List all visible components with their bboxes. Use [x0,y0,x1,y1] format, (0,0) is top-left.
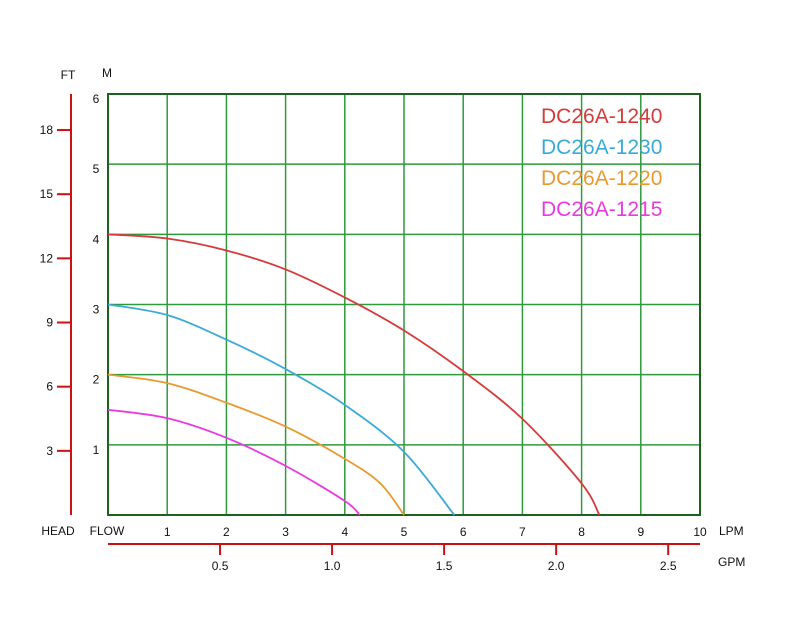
legend-entry: DC26A-1230 [541,136,662,159]
x-tick-label: 10 [693,525,707,539]
gpm-tick-label: 2.5 [660,559,677,573]
series-line-dc26a-1240 [107,233,601,516]
legend-entry: DC26A-1215 [541,198,662,221]
ft-tick-label: 9 [46,316,53,330]
x2-unit-label: GPM [718,555,745,569]
x-axis-title: FLOW [90,524,125,538]
x-unit-label: LPM [719,524,744,538]
x-tick-label: 7 [519,525,526,539]
x-tick-label: 1 [164,525,171,539]
gpm-tick-label: 2.0 [548,559,565,573]
ft-tick-label: 6 [46,380,53,394]
y-tick-label: 2 [93,373,100,387]
ft-tick-label: 15 [40,187,54,201]
y-tick-label: 6 [93,92,100,106]
legend-entry: DC26A-1220 [541,167,662,190]
x-tick-label: 2 [223,525,230,539]
x-tick-label: 8 [578,525,585,539]
y-tick-label: 1 [93,443,100,457]
legend-entry: DC26A-1240 [541,105,662,128]
series-line-dc26a-1220 [107,373,405,516]
x-tick-label: 3 [282,525,289,539]
y-tick-label: 5 [93,162,100,176]
y2-unit-label: FT [61,68,76,82]
gpm-tick-label: 1.0 [324,559,341,573]
x-tick-label: 4 [341,525,348,539]
ft-tick-label: 3 [46,444,53,458]
y-tick-label: 4 [93,232,100,246]
ft-tick-label: 18 [40,123,54,137]
gpm-tick-label: 1.5 [436,559,453,573]
y-unit-label: M [102,66,112,80]
series-line-dc26a-1215 [107,408,361,516]
series-line-dc26a-1230 [107,303,456,516]
x-tick-label: 6 [460,525,467,539]
y-axis-title: HEAD [41,524,75,538]
ft-tick-label: 12 [40,251,54,265]
x-tick-label: 5 [401,525,408,539]
x-tick-label: 9 [637,525,644,539]
y-tick-label: 3 [93,303,100,317]
gpm-tick-label: 0.5 [212,559,229,573]
